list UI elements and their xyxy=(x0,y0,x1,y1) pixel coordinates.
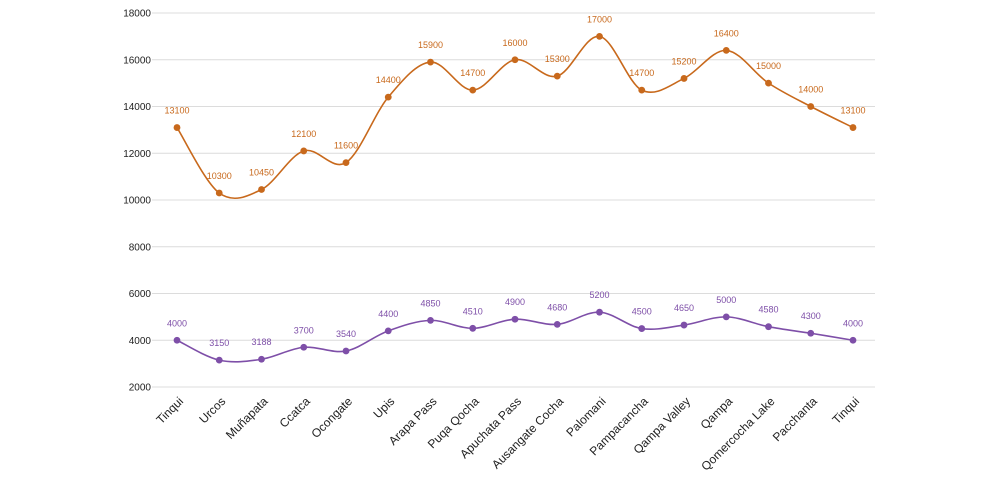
x-tick-label: Qampa xyxy=(698,394,736,432)
data-point xyxy=(596,308,603,316)
data-point xyxy=(511,315,519,323)
data-point xyxy=(300,147,308,155)
data-point xyxy=(173,336,181,344)
y-tick-label: 8000 xyxy=(129,242,152,253)
data-label: 10450 xyxy=(249,167,274,177)
data-label: 4580 xyxy=(758,305,778,315)
data-label: 5000 xyxy=(716,295,736,305)
y-axis-ticks: 2000 4000 6000 8000 10000 12000 14000 16000 1800… xyxy=(123,9,151,394)
x-tick-label: Tinqui xyxy=(153,394,186,427)
data-point xyxy=(173,124,181,131)
data-label: 4680 xyxy=(547,302,567,312)
data-point xyxy=(384,93,392,101)
data-label: 4510 xyxy=(463,306,483,316)
data-label: 13100 xyxy=(164,106,189,116)
data-label: 12100 xyxy=(291,129,316,139)
data-point xyxy=(215,356,223,364)
data-labels: 13100 10300 10450 12100 11600 14400 15900 14700… xyxy=(164,14,865,348)
x-tick-label: Qomercocha Lake xyxy=(698,394,777,473)
data-label: 14700 xyxy=(629,68,654,78)
data-points xyxy=(173,32,857,364)
data-point xyxy=(807,103,815,110)
data-label: 11600 xyxy=(334,141,358,151)
data-point xyxy=(553,72,561,80)
data-label: 4300 xyxy=(801,311,821,321)
data-label: 3540 xyxy=(336,329,356,339)
data-label: 4500 xyxy=(632,307,652,317)
data-label: 5200 xyxy=(589,290,609,300)
data-label: 4650 xyxy=(674,303,694,313)
data-label: 4400 xyxy=(378,309,398,319)
y-tick-label: 10000 xyxy=(123,196,151,207)
data-label: 3188 xyxy=(251,337,271,347)
y-tick-label: 16000 xyxy=(123,55,151,66)
data-point xyxy=(469,324,477,332)
data-point xyxy=(215,189,223,197)
x-tick-label: Pacchanta xyxy=(770,394,820,444)
x-tick-label: Ocongate xyxy=(308,394,355,441)
data-point xyxy=(638,325,646,332)
data-label: 14700 xyxy=(460,68,485,78)
data-label: 14000 xyxy=(798,85,823,95)
y-tick-label: 14000 xyxy=(123,102,151,113)
series-lines xyxy=(176,35,854,363)
data-point xyxy=(342,347,350,355)
data-point xyxy=(765,323,772,331)
y-tick-label: 18000 xyxy=(123,9,151,20)
data-label: 4000 xyxy=(843,318,863,328)
data-label: 14400 xyxy=(376,75,401,85)
x-tick-label: Upis xyxy=(370,394,397,421)
data-label: 16000 xyxy=(502,38,527,48)
data-label: 15300 xyxy=(545,54,570,64)
data-point xyxy=(849,124,857,131)
data-label: 16400 xyxy=(714,28,739,38)
data-point xyxy=(849,336,857,344)
data-point xyxy=(765,79,772,87)
data-point xyxy=(342,159,350,167)
data-point xyxy=(553,320,561,328)
data-point xyxy=(469,86,477,94)
x-tick-label: Ausangate Cocha xyxy=(489,394,567,472)
data-point xyxy=(722,313,730,321)
data-point xyxy=(258,355,265,363)
data-point xyxy=(384,327,392,335)
data-label: 3700 xyxy=(294,325,314,335)
data-point xyxy=(680,321,688,329)
data-label: 15900 xyxy=(418,40,443,50)
data-point xyxy=(300,343,308,351)
data-label: 10300 xyxy=(207,171,232,181)
data-label: 4850 xyxy=(420,298,440,308)
data-point xyxy=(680,75,688,82)
x-tick-label: Muñapata xyxy=(223,394,271,442)
data-point xyxy=(427,58,434,66)
x-tick-label: Ccatca xyxy=(277,394,314,431)
data-point xyxy=(427,316,434,324)
x-tick-label: Urcos xyxy=(196,394,228,426)
data-label: 4900 xyxy=(505,297,525,307)
grid xyxy=(152,12,875,388)
data-label: 17000 xyxy=(587,14,612,24)
data-point xyxy=(722,47,730,54)
data-label: 13100 xyxy=(840,106,865,116)
data-label: 4000 xyxy=(167,318,187,328)
data-label: 15000 xyxy=(756,61,781,71)
data-point xyxy=(807,329,815,337)
data-point xyxy=(596,32,603,40)
data-point xyxy=(258,186,265,193)
data-point xyxy=(511,56,519,64)
y-tick-label: 6000 xyxy=(129,289,152,300)
y-tick-label: 12000 xyxy=(123,149,151,160)
data-label: 3150 xyxy=(209,338,229,348)
x-tick-label: Tinqui xyxy=(829,394,862,427)
data-label: 15200 xyxy=(671,56,696,66)
y-tick-label: 2000 xyxy=(129,383,152,394)
data-point xyxy=(638,86,646,94)
y-tick-label: 4000 xyxy=(129,336,152,347)
